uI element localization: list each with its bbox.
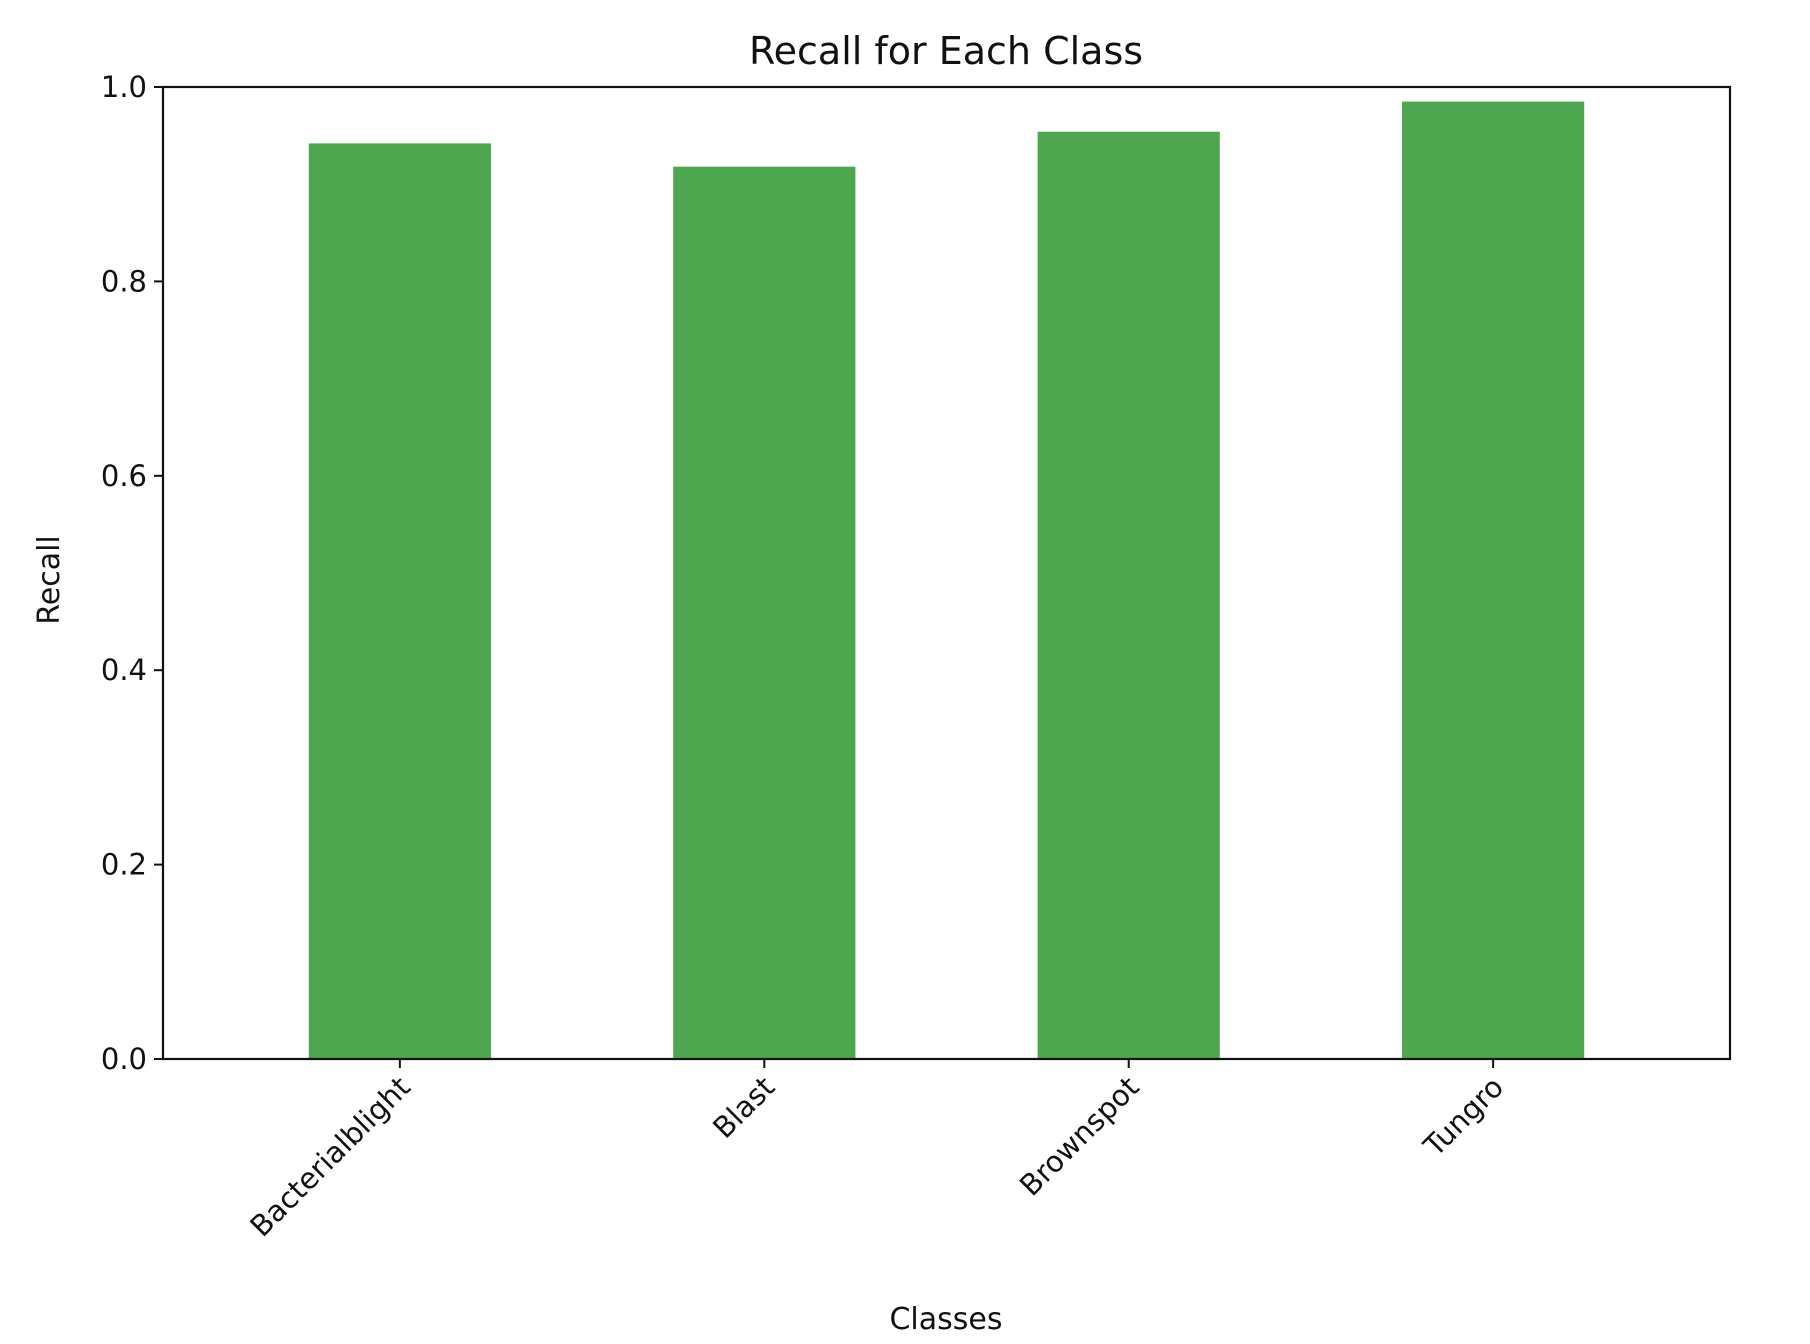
bar-brownspot (1037, 131, 1220, 1059)
y-axis-label: Recall (32, 535, 67, 625)
x-tick-label-bacterialblight: Bacterialblight (243, 1070, 416, 1243)
x-tick-label-blast: Blast (706, 1070, 781, 1145)
y-tick-label: 0.8 (101, 264, 147, 298)
y-tick-label: 1.0 (101, 70, 147, 104)
y-tick-label: 0.0 (101, 1042, 147, 1076)
y-axis-ticks: 0.0 0.2 0.4 0.6 0.8 1.0 (101, 70, 163, 1076)
x-axis-label: Classes (889, 1302, 1002, 1337)
bar-tungro (1402, 101, 1585, 1060)
plot-area-frame (161, 85, 1732, 1061)
x-tick-label-tungro: Tungro (1416, 1070, 1510, 1164)
chart-title: Recall for Each Class (749, 29, 1143, 73)
bar-bacterialblight (308, 143, 491, 1059)
x-tick-label-brownspot: Brownspot (1013, 1070, 1146, 1203)
bars-group (308, 101, 1585, 1060)
y-tick-label: 0.4 (101, 653, 147, 687)
bar-blast (673, 166, 856, 1059)
y-tick-label: 0.6 (101, 459, 147, 493)
y-tick-label: 0.2 (101, 848, 147, 882)
x-axis-ticks: Bacterialblight Blast Brownspot Tungro (243, 1059, 1510, 1243)
